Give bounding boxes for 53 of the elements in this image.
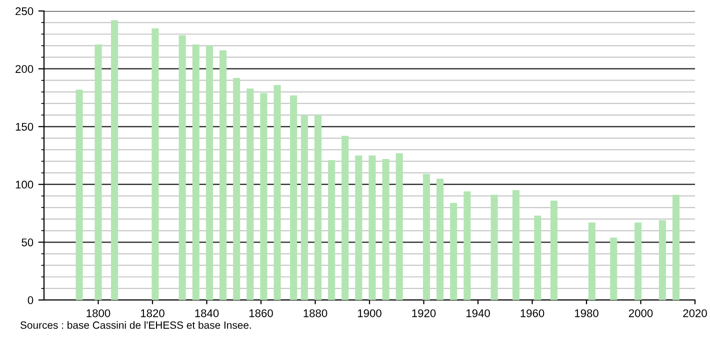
x-tick-label: 1980 xyxy=(574,309,598,318)
y-tick-label: 250 xyxy=(16,7,34,16)
x-tick-label: 1880 xyxy=(304,309,328,318)
bar xyxy=(422,174,430,300)
bar xyxy=(342,136,349,300)
source-note: Sources : base Cassini de l'EHESS et base Insee. xyxy=(20,321,251,329)
x-tick-label: 1840 xyxy=(195,309,219,318)
bar xyxy=(672,194,680,300)
bar xyxy=(94,44,102,300)
bar xyxy=(368,156,376,300)
bar xyxy=(450,202,458,300)
bar xyxy=(300,115,308,300)
bar xyxy=(152,28,159,300)
bar xyxy=(382,158,390,300)
bar xyxy=(220,50,227,300)
bar xyxy=(328,160,336,300)
x-tick-label: 1820 xyxy=(140,309,164,318)
bar xyxy=(634,222,642,300)
bar xyxy=(512,190,520,300)
x-tick-label: 1800 xyxy=(86,309,110,318)
bar xyxy=(610,238,618,300)
x-tick-label: 1860 xyxy=(249,309,273,318)
bar xyxy=(436,178,444,300)
bar xyxy=(588,222,596,300)
x-tick-label: 1940 xyxy=(466,309,490,318)
bar xyxy=(550,200,558,300)
bar xyxy=(396,153,403,300)
bar xyxy=(192,44,200,300)
bar xyxy=(206,46,213,300)
bar xyxy=(260,93,268,300)
bar xyxy=(76,90,83,300)
bar xyxy=(490,194,498,300)
x-tick-label: 1920 xyxy=(412,309,436,318)
bar xyxy=(464,191,471,300)
x-tick-label: 1900 xyxy=(358,309,382,318)
y-tick-label: 150 xyxy=(16,122,34,131)
bar xyxy=(355,156,362,300)
y-tick-label: 0 xyxy=(28,296,34,304)
bar xyxy=(178,35,186,300)
y-tick-label: 50 xyxy=(22,238,34,246)
x-tick-label: 1960 xyxy=(520,309,544,318)
x-tick-label: 2000 xyxy=(628,309,653,318)
bar xyxy=(314,115,322,300)
bar xyxy=(233,78,240,300)
bar xyxy=(111,20,118,300)
bar xyxy=(274,84,281,300)
bar xyxy=(534,216,542,300)
x-tick-label: 2020 xyxy=(683,309,707,318)
y-tick-label: 200 xyxy=(16,65,34,73)
bar xyxy=(290,95,298,300)
y-tick-label: 100 xyxy=(16,180,34,189)
bar xyxy=(658,220,666,300)
bar xyxy=(246,88,254,300)
